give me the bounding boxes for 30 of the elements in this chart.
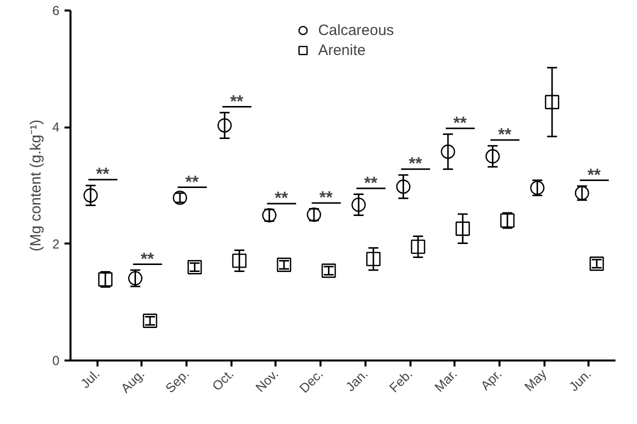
annotation: ** <box>274 188 288 208</box>
annotation: ** <box>408 154 422 174</box>
legend-label: Arenite <box>318 42 366 58</box>
y-tick-label: 2 <box>52 236 60 252</box>
x-tick-label: Mar. <box>432 366 460 395</box>
x-tick-label: Dec. <box>296 366 326 396</box>
x-tick-label: Sep. <box>162 366 192 396</box>
annotation: ** <box>319 188 334 207</box>
annotation: ** <box>230 92 244 111</box>
x-tick-label: Nov. <box>252 366 282 396</box>
annotation: ** <box>185 172 200 192</box>
annotation: ** <box>498 125 512 144</box>
x-tick-label: Jan. <box>342 366 371 394</box>
x-tick-label: Oct. <box>209 366 237 394</box>
annotation: ** <box>364 173 378 192</box>
y-tick-label: 4 <box>52 120 60 135</box>
y-tick-label: 0 <box>52 353 60 368</box>
x-tick-label: Aug. <box>118 366 148 396</box>
annotation: ** <box>587 165 602 184</box>
annotation: ** <box>140 249 154 268</box>
legend-label: Calcareous <box>318 22 394 38</box>
x-tick-label: Feb. <box>386 366 416 396</box>
x-tick-label: May <box>521 366 550 394</box>
annotation: ** <box>453 113 468 132</box>
y-tick-label: 6 <box>52 3 60 18</box>
annotation: ** <box>96 164 110 184</box>
x-tick-label: Apr. <box>478 366 505 394</box>
x-tick-label: Jul. <box>78 366 103 392</box>
x-tick-label: Jun. <box>566 366 594 394</box>
y-axis-title: (Mg content (g.kg⁻¹) <box>27 120 44 252</box>
